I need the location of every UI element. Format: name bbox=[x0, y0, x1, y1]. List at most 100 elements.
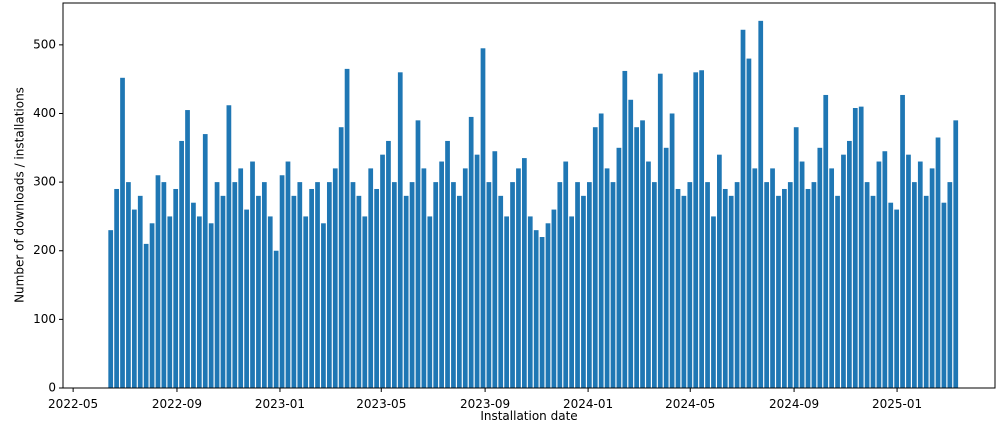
bar bbox=[699, 70, 705, 388]
bar bbox=[161, 182, 167, 388]
bar bbox=[297, 182, 303, 388]
bar bbox=[717, 154, 722, 388]
bar bbox=[841, 154, 846, 388]
bar bbox=[521, 158, 527, 388]
y-tick-label: 200 bbox=[33, 243, 56, 257]
bar bbox=[592, 127, 598, 388]
bar bbox=[681, 195, 687, 388]
bar bbox=[486, 182, 492, 388]
bar bbox=[374, 188, 379, 388]
bar bbox=[433, 182, 439, 388]
bar bbox=[261, 182, 267, 388]
bar bbox=[693, 72, 699, 389]
bar bbox=[126, 182, 131, 388]
bar bbox=[185, 110, 190, 388]
bar bbox=[646, 161, 651, 388]
bar bbox=[527, 216, 533, 388]
bar bbox=[409, 182, 415, 388]
bar bbox=[321, 223, 326, 388]
bar bbox=[758, 20, 764, 388]
bar bbox=[226, 105, 232, 388]
bar bbox=[244, 209, 249, 388]
bar bbox=[835, 195, 840, 388]
y-tick-label: 400 bbox=[33, 106, 56, 120]
bar bbox=[941, 202, 947, 388]
bar bbox=[604, 168, 610, 388]
x-axis-label: Installation date bbox=[480, 409, 577, 421]
bar bbox=[711, 216, 716, 388]
bar bbox=[120, 77, 125, 388]
bar bbox=[315, 182, 320, 388]
bar bbox=[238, 168, 244, 388]
bar bbox=[403, 195, 409, 388]
y-tick-label: 0 bbox=[48, 381, 56, 395]
bar bbox=[326, 182, 332, 388]
x-tick-label: 2022-05 bbox=[48, 397, 98, 411]
bar bbox=[439, 161, 444, 388]
bar bbox=[545, 223, 551, 388]
bar bbox=[882, 151, 888, 388]
bar bbox=[581, 195, 586, 388]
bar bbox=[557, 182, 563, 388]
bar bbox=[793, 127, 799, 388]
bar bbox=[344, 68, 350, 388]
bar bbox=[137, 195, 143, 388]
x-tick-label: 2024-09 bbox=[769, 397, 819, 411]
bar bbox=[669, 113, 675, 388]
bar bbox=[445, 140, 450, 388]
bar bbox=[740, 29, 746, 388]
bar bbox=[468, 116, 474, 388]
bar bbox=[191, 202, 196, 388]
bar bbox=[876, 161, 882, 388]
x-tick-label: 2023-05 bbox=[356, 397, 406, 411]
bar bbox=[368, 168, 374, 388]
bar bbox=[250, 161, 255, 388]
bar bbox=[811, 182, 817, 388]
bar bbox=[256, 195, 261, 388]
bar bbox=[214, 182, 220, 388]
bar bbox=[386, 140, 391, 388]
bar bbox=[291, 195, 297, 388]
bar bbox=[108, 230, 114, 388]
bar bbox=[533, 230, 539, 388]
bar bbox=[829, 168, 835, 388]
bar bbox=[462, 168, 468, 388]
bar bbox=[167, 216, 173, 388]
bar bbox=[551, 209, 557, 388]
y-tick-label: 500 bbox=[33, 37, 56, 51]
bar bbox=[309, 188, 314, 388]
bar bbox=[870, 195, 876, 388]
bar bbox=[663, 147, 669, 388]
bar bbox=[179, 140, 184, 388]
bar bbox=[586, 182, 592, 388]
bar bbox=[912, 182, 917, 388]
bar bbox=[917, 161, 923, 388]
bar bbox=[220, 195, 226, 388]
bar bbox=[722, 188, 728, 388]
bar bbox=[474, 154, 480, 388]
x-tick-label: 2024-05 bbox=[665, 397, 715, 411]
bar bbox=[888, 202, 894, 388]
bar bbox=[847, 140, 852, 388]
bar bbox=[362, 216, 368, 388]
bar bbox=[734, 182, 740, 388]
bar bbox=[787, 182, 793, 388]
bar bbox=[776, 195, 781, 388]
bar bbox=[208, 223, 214, 388]
bar bbox=[575, 182, 580, 388]
bar bbox=[858, 106, 864, 389]
bar bbox=[391, 182, 397, 388]
bar bbox=[173, 188, 179, 388]
bar bbox=[415, 120, 421, 389]
bar bbox=[675, 188, 681, 388]
plot-frame bbox=[62, 2, 996, 389]
bar bbox=[906, 154, 911, 388]
bar bbox=[492, 151, 498, 388]
bar bbox=[232, 182, 238, 388]
bar bbox=[516, 168, 521, 388]
y-tick-label: 300 bbox=[33, 175, 56, 189]
bar bbox=[947, 182, 953, 388]
bar bbox=[332, 168, 338, 388]
x-tick-label: 2022-09 bbox=[152, 397, 202, 411]
bar bbox=[640, 120, 645, 389]
